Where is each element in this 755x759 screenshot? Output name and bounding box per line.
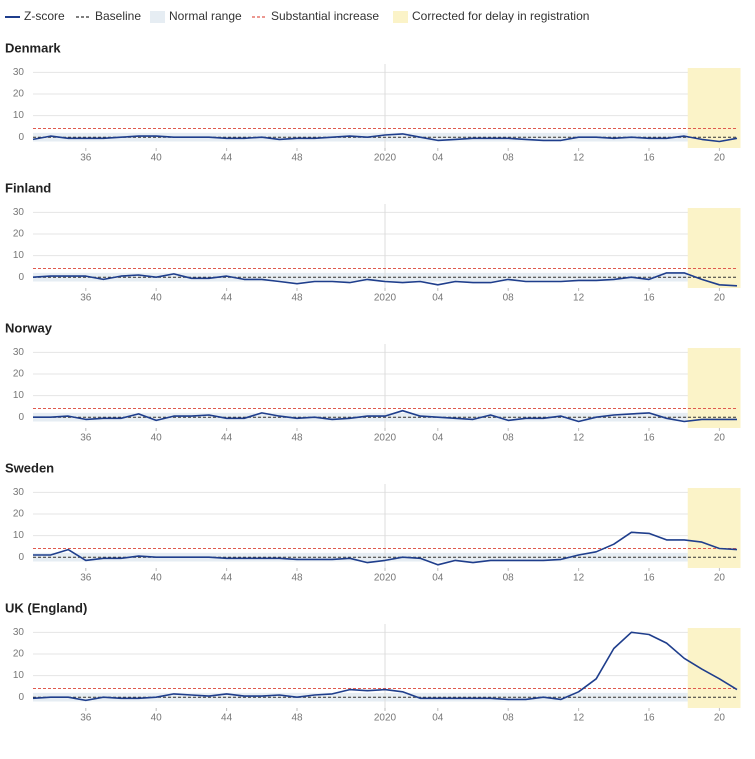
legend-label: Z-score: [24, 9, 65, 23]
y-tick-label: 10: [13, 670, 25, 681]
y-tick-label: 0: [18, 692, 24, 703]
x-tick-label: 48: [291, 433, 303, 444]
x-tick-label: 12: [573, 153, 585, 164]
x-tick-label: 36: [80, 433, 92, 444]
corrected-region: [687, 488, 741, 568]
y-tick-label: 10: [13, 110, 25, 121]
x-tick-label: 48: [291, 573, 303, 584]
z-score-line: [32, 133, 738, 143]
x-tick-label: 40: [151, 433, 163, 444]
x-tick-label: 2020: [374, 433, 397, 444]
y-tick-label: 10: [13, 250, 25, 261]
x-tick-label: 16: [643, 573, 655, 584]
x-tick-label: 20: [714, 433, 726, 444]
y-tick-label: 30: [13, 487, 25, 498]
x-tick-label: 48: [291, 713, 303, 724]
z-score-line: [32, 631, 738, 702]
corrected-region: [687, 208, 741, 288]
legend-label: Normal range: [169, 9, 242, 23]
legend-swatch: [393, 11, 408, 23]
x-tick-label: 12: [573, 433, 585, 444]
legend-label: Baseline: [95, 9, 141, 23]
z-score-line: [33, 531, 738, 566]
x-tick-label: 2020: [374, 713, 397, 724]
x-tick-label: 16: [643, 433, 655, 444]
x-tick-label: 2020: [374, 153, 397, 164]
x-tick-label: 48: [291, 293, 303, 304]
x-tick-label: 04: [432, 573, 444, 584]
x-tick-label: 40: [151, 713, 163, 724]
y-tick-label: 30: [13, 67, 25, 78]
y-tick-label: 20: [13, 89, 25, 100]
x-tick-label: 40: [151, 573, 163, 584]
legend-label: Substantial increase: [271, 9, 379, 23]
x-tick-label: 04: [432, 713, 444, 724]
x-tick-label: 12: [573, 573, 585, 584]
x-tick-label: 16: [643, 293, 655, 304]
x-tick-label: 08: [503, 573, 515, 584]
y-tick-label: 20: [13, 369, 25, 380]
x-tick-label: 44: [221, 153, 233, 164]
x-tick-label: 40: [151, 293, 163, 304]
x-tick-label: 2020: [374, 573, 397, 584]
y-tick-label: 20: [13, 649, 25, 660]
y-tick-label: 0: [18, 132, 24, 143]
y-tick-label: 10: [13, 530, 25, 541]
panel-title: Norway: [5, 320, 53, 335]
x-tick-label: 04: [432, 293, 444, 304]
legend-swatch: [150, 11, 165, 23]
y-tick-label: 20: [13, 229, 25, 240]
corrected-region: [687, 348, 741, 428]
x-tick-label: 2020: [374, 293, 397, 304]
panel-title: Finland: [5, 180, 51, 195]
y-tick-label: 30: [13, 207, 25, 218]
y-tick-label: 30: [13, 627, 25, 638]
x-tick-label: 44: [221, 713, 233, 724]
corrected-region: [687, 68, 741, 148]
x-tick-label: 04: [432, 153, 444, 164]
panel-title: Denmark: [5, 40, 61, 55]
x-tick-label: 36: [80, 153, 92, 164]
panel-title: UK (England): [5, 600, 87, 615]
z-score-line: [32, 272, 738, 287]
x-tick-label: 16: [643, 713, 655, 724]
x-tick-label: 08: [503, 713, 515, 724]
y-tick-label: 0: [18, 272, 24, 283]
x-tick-label: 36: [80, 713, 92, 724]
x-tick-label: 44: [221, 293, 233, 304]
legend-label: Corrected for delay in registration: [412, 9, 589, 23]
x-tick-label: 08: [503, 293, 515, 304]
y-tick-label: 10: [13, 390, 25, 401]
x-tick-label: 20: [714, 713, 726, 724]
x-tick-label: 36: [80, 573, 92, 584]
x-tick-label: 16: [643, 153, 655, 164]
x-tick-label: 44: [221, 433, 233, 444]
x-tick-label: 08: [503, 153, 515, 164]
x-tick-label: 08: [503, 433, 515, 444]
x-tick-label: 12: [573, 713, 585, 724]
x-tick-label: 44: [221, 573, 233, 584]
x-tick-label: 36: [80, 293, 92, 304]
corrected-region: [687, 628, 741, 708]
x-tick-label: 20: [714, 573, 726, 584]
panel-title: Sweden: [5, 460, 54, 475]
x-tick-label: 04: [432, 433, 444, 444]
y-tick-label: 30: [13, 347, 25, 358]
x-tick-label: 20: [714, 153, 726, 164]
y-tick-label: 20: [13, 509, 25, 520]
x-tick-label: 12: [573, 293, 585, 304]
y-tick-label: 0: [18, 552, 24, 563]
y-tick-label: 0: [18, 412, 24, 423]
z-score-line: [33, 409, 737, 423]
x-tick-label: 20: [714, 293, 726, 304]
x-tick-label: 48: [291, 153, 303, 164]
x-tick-label: 40: [151, 153, 163, 164]
